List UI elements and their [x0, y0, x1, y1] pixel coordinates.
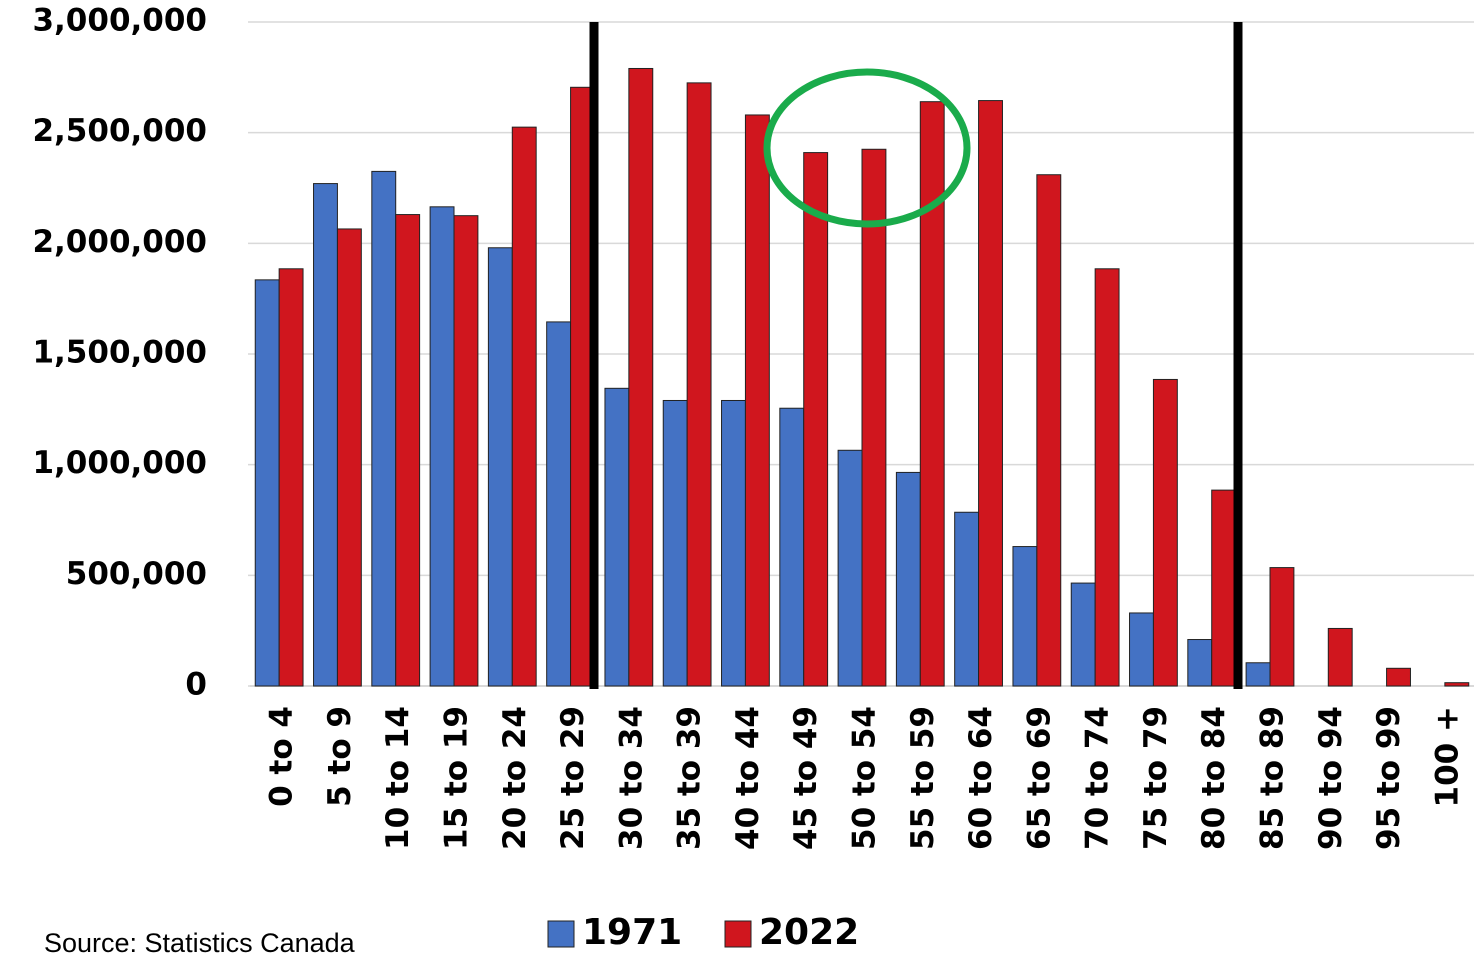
bar: [1245, 662, 1271, 687]
bar: [313, 183, 338, 687]
bar: [919, 101, 945, 687]
y-tick-label: 1,500,000: [32, 335, 207, 371]
bar: [1152, 378, 1178, 687]
x-tick-label: 50 to 54: [847, 706, 883, 850]
bar: [1036, 174, 1062, 687]
x-tick-label: 55 to 59: [905, 706, 941, 850]
x-tick-label: 30 to 34: [613, 706, 649, 850]
x-tick-label: 90 to 94: [1313, 706, 1349, 850]
bar: [511, 126, 537, 687]
x-tick-label: 20 to 24: [497, 706, 533, 850]
bar: [954, 511, 980, 687]
bar: [487, 247, 513, 687]
x-tick-label: 5 to 9: [322, 706, 358, 807]
bar: [371, 170, 397, 687]
bar: [395, 214, 421, 687]
x-tick-label: 0 to 4: [264, 706, 300, 807]
legend-swatch: [724, 920, 752, 948]
bar: [254, 279, 280, 687]
bar: [837, 449, 863, 687]
bar: [744, 114, 770, 687]
bar: [721, 399, 746, 687]
y-tick-label: 3,000,000: [32, 3, 207, 39]
bar: [429, 206, 455, 687]
bar: [1211, 489, 1237, 687]
source-note: Source: Statistics Canada: [44, 928, 356, 954]
bar: [1094, 268, 1120, 687]
bar: [1187, 639, 1213, 687]
bar: [978, 100, 1003, 687]
x-tick-label: 10 to 14: [380, 706, 416, 850]
x-tick-label: 15 to 19: [439, 706, 475, 850]
bar: [546, 321, 572, 687]
legend-label: 2022: [759, 912, 859, 953]
bar: [1444, 682, 1470, 687]
bar: [1012, 546, 1038, 687]
legend-swatch: [547, 920, 575, 948]
x-tick-label: 85 to 89: [1255, 706, 1291, 850]
x-tick-label: 100 +: [1429, 706, 1465, 807]
y-tick-label: 1,000,000: [32, 445, 207, 481]
y-tick-label: 0: [185, 667, 207, 703]
x-tick-label: 95 to 99: [1371, 706, 1407, 850]
x-tick-label: 25 to 29: [555, 706, 591, 850]
x-tick-label: 75 to 79: [1138, 706, 1174, 850]
x-tick-label: 60 to 64: [963, 706, 999, 850]
bar: [1129, 612, 1154, 687]
bar: [861, 148, 887, 687]
bar: [1327, 627, 1353, 687]
x-tick-label: 45 to 49: [788, 706, 824, 850]
y-tick-label: 2,000,000: [32, 224, 207, 260]
x-tick-label: 35 to 39: [672, 706, 708, 850]
x-tick-label: 40 to 44: [730, 706, 766, 850]
bar: [604, 387, 630, 687]
legend-label: 1971: [582, 912, 682, 953]
bar: [803, 152, 829, 687]
bar: [278, 268, 304, 687]
x-tick-label: 65 to 69: [1021, 706, 1057, 850]
bar: [779, 407, 805, 687]
bar: [1269, 567, 1295, 687]
bar: [662, 399, 688, 687]
bar: [628, 67, 654, 687]
bar: [1070, 582, 1096, 687]
x-tick-label: 70 to 74: [1080, 706, 1116, 850]
bar: [895, 471, 921, 687]
x-tick-label: 80 to 84: [1196, 706, 1232, 850]
bar: [453, 215, 479, 687]
bar: [686, 82, 712, 687]
highlight-circle: [763, 68, 971, 228]
y-tick-label: 500,000: [66, 556, 207, 592]
y-tick-label: 2,500,000: [32, 113, 207, 149]
bar: [336, 228, 362, 687]
bar: [1386, 667, 1411, 687]
